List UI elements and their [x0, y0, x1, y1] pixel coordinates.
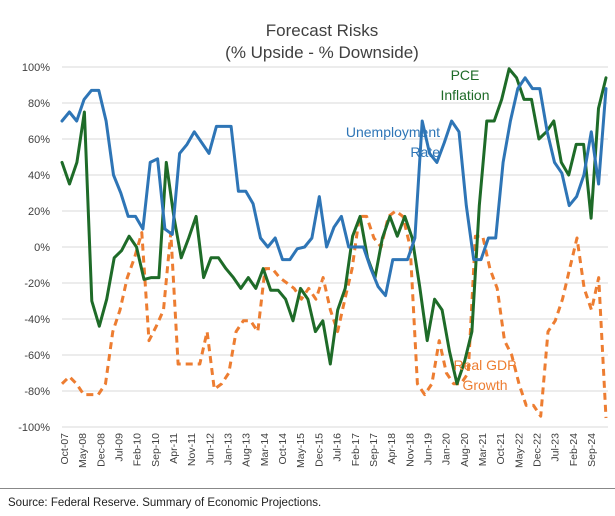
footer-divider: [0, 488, 615, 489]
x-tick-label: May-15: [295, 433, 307, 468]
series-labels: Unemployment Rate PCE Inflation Real GDP Grow…: [346, 67, 517, 393]
x-tick-label: Mar-14: [259, 433, 271, 466]
series-label: Inflation: [440, 87, 489, 103]
y-tick-label: 40%: [28, 170, 50, 182]
series-label: PCE: [451, 67, 480, 83]
y-tick-label: -100%: [18, 422, 50, 434]
chart-subtitle: (% Upside - % Downside): [225, 43, 419, 62]
y-tick-label: 0%: [34, 242, 50, 254]
x-tick-label: Sep-17: [368, 433, 380, 467]
chart-title: Forecast Risks: [266, 21, 378, 40]
series-label: Real GDP: [453, 357, 516, 373]
y-tick-label: -80%: [24, 386, 50, 398]
x-tick-label: Dec-08: [95, 433, 107, 467]
x-axis: Oct-07 May-08 Dec-08 Jul-09 Feb-10 Sep-10 Apr-…: [59, 433, 598, 468]
pce-inflation-line: [60, 67, 608, 386]
y-tick-label: 20%: [28, 206, 50, 218]
x-tick-label: Sep-10: [150, 433, 162, 467]
unemployment-rate-line: [60, 76, 608, 298]
chart-gridlines: [62, 66, 608, 428]
x-tick-label: Aug-13: [241, 433, 253, 467]
x-tick-label: Oct-07: [59, 433, 71, 465]
x-tick-label: Feb-24: [568, 433, 580, 466]
y-tick-label: -40%: [24, 314, 50, 326]
x-tick-label: Jan-20: [441, 433, 453, 465]
x-tick-label: Oct-14: [277, 433, 289, 465]
x-tick-label: Aug-20: [459, 433, 471, 467]
y-tick-label: -60%: [24, 350, 50, 362]
x-tick-label: Jun-19: [422, 433, 434, 465]
x-tick-label: Nov-18: [404, 433, 416, 467]
series-label: Rate: [410, 144, 440, 160]
x-tick-label: Mar-21: [477, 433, 489, 466]
y-tick-label: 60%: [28, 134, 50, 146]
x-tick-label: Apr-11: [168, 433, 180, 464]
x-tick-label: Jul-23: [550, 433, 562, 462]
forecast-risks-chart: Forecast Risks (% Upside - % Downside) 1…: [18, 21, 608, 468]
series-label: Unemployment: [346, 124, 440, 140]
series-label: Growth: [462, 377, 507, 393]
x-tick-label: Jan-13: [223, 433, 235, 465]
x-tick-label: May-22: [513, 433, 525, 468]
x-tick-label: May-08: [77, 433, 89, 468]
y-tick-label: -20%: [24, 278, 50, 290]
x-tick-label: Nov-11: [186, 433, 198, 466]
x-tick-label: Oct-21: [495, 433, 507, 465]
x-tick-label: Dec-15: [313, 433, 325, 467]
x-tick-label: Apr-18: [386, 433, 398, 465]
y-tick-label: 100%: [22, 62, 50, 74]
y-axis: 100% 80% 60% 40% 20% 0% -20% -40% -60% -80% -100%: [18, 62, 50, 434]
source-note: Source: Federal Reserve. Summary of Econ…: [8, 497, 322, 509]
real-gdp-growth-line: [60, 209, 608, 419]
x-tick-label: Jun-12: [204, 433, 216, 465]
x-tick-label: Dec-22: [531, 433, 543, 467]
chart-series: [60, 67, 608, 419]
y-tick-label: 80%: [28, 98, 50, 110]
x-tick-label: Feb-17: [350, 433, 362, 466]
x-tick-label: Jul-09: [114, 433, 126, 462]
x-tick-label: Jul-16: [332, 433, 344, 462]
x-tick-label: Sep-24: [586, 433, 598, 467]
x-tick-label: Feb-10: [132, 433, 144, 466]
